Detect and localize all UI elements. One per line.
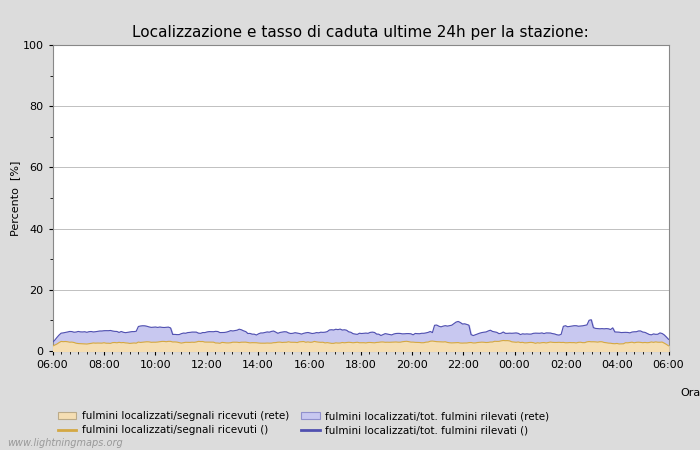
Legend: fulmini localizzati/segnali ricevuti (rete), fulmini localizzati/segnali ricevut: fulmini localizzati/segnali ricevuti (re… <box>57 411 550 436</box>
Text: www.lightningmaps.org: www.lightningmaps.org <box>7 438 122 448</box>
Text: Orario: Orario <box>681 388 700 398</box>
Title: Localizzazione e tasso di caduta ultime 24h per la stazione:: Localizzazione e tasso di caduta ultime … <box>132 25 589 40</box>
Y-axis label: Percento  [%]: Percento [%] <box>10 160 20 236</box>
